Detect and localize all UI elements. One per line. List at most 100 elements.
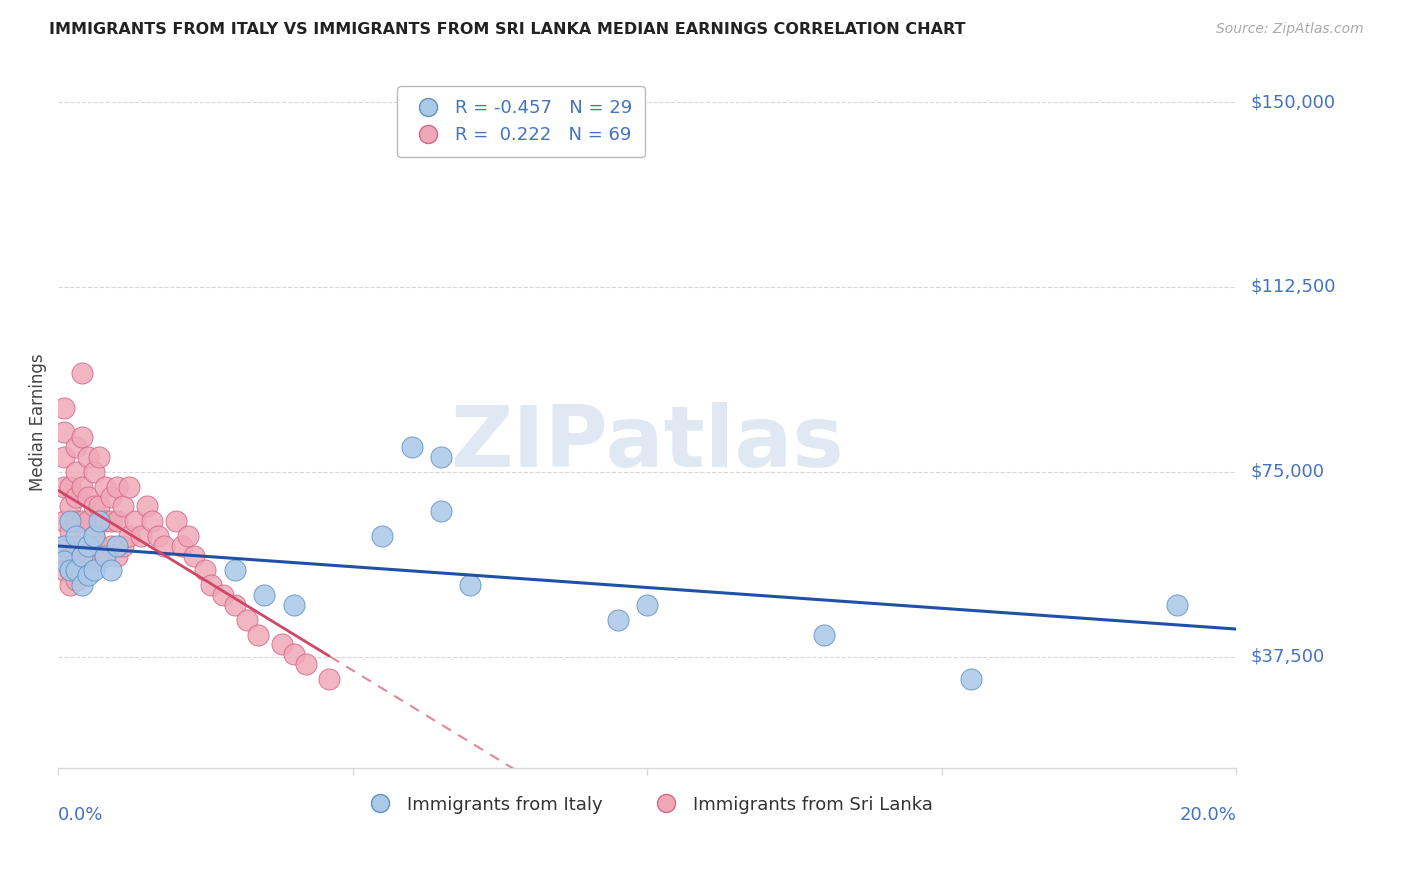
Point bbox=[70, 480, 93, 494]
Text: Source: ZipAtlas.com: Source: ZipAtlas.com bbox=[1216, 22, 1364, 37]
Point bbox=[283, 598, 305, 612]
Point bbox=[65, 574, 87, 588]
Point bbox=[59, 514, 82, 528]
Point bbox=[53, 539, 76, 553]
Point bbox=[59, 524, 82, 538]
Point bbox=[118, 529, 141, 543]
Point bbox=[59, 564, 82, 578]
Point bbox=[105, 549, 128, 563]
Point bbox=[83, 500, 105, 514]
Y-axis label: Median Earnings: Median Earnings bbox=[30, 354, 46, 491]
Point bbox=[111, 500, 134, 514]
Point bbox=[70, 514, 93, 528]
Point bbox=[94, 480, 117, 494]
Text: IMMIGRANTS FROM ITALY VS IMMIGRANTS FROM SRI LANKA MEDIAN EARNINGS CORRELATION C: IMMIGRANTS FROM ITALY VS IMMIGRANTS FROM… bbox=[49, 22, 966, 37]
Point bbox=[53, 401, 76, 415]
Point bbox=[76, 539, 98, 553]
Point bbox=[53, 480, 76, 494]
Point bbox=[65, 539, 87, 553]
Point bbox=[430, 504, 453, 518]
Point bbox=[224, 598, 246, 612]
Point bbox=[89, 450, 111, 464]
Point bbox=[65, 554, 87, 568]
Point bbox=[224, 564, 246, 578]
Text: 20.0%: 20.0% bbox=[1180, 805, 1236, 823]
Point bbox=[401, 440, 423, 454]
Point bbox=[65, 564, 87, 578]
Point bbox=[100, 564, 122, 578]
Point bbox=[59, 578, 82, 592]
Point bbox=[165, 514, 187, 528]
Point bbox=[606, 613, 628, 627]
Point bbox=[105, 480, 128, 494]
Point bbox=[59, 549, 82, 563]
Point bbox=[177, 529, 200, 543]
Text: $75,000: $75,000 bbox=[1250, 463, 1324, 481]
Point bbox=[1166, 598, 1188, 612]
Point bbox=[59, 480, 82, 494]
Point bbox=[83, 554, 105, 568]
Point bbox=[212, 588, 235, 602]
Point bbox=[53, 564, 76, 578]
Point bbox=[70, 578, 93, 592]
Point bbox=[100, 514, 122, 528]
Point bbox=[460, 578, 482, 592]
Point bbox=[89, 539, 111, 553]
Point bbox=[235, 613, 257, 627]
Point bbox=[183, 549, 205, 563]
Point bbox=[94, 549, 117, 563]
Point bbox=[118, 480, 141, 494]
Point bbox=[65, 490, 87, 504]
Point bbox=[89, 500, 111, 514]
Point bbox=[371, 529, 394, 543]
Point bbox=[430, 450, 453, 464]
Point bbox=[148, 529, 170, 543]
Point bbox=[100, 490, 122, 504]
Point bbox=[76, 490, 98, 504]
Point bbox=[960, 672, 983, 686]
Point bbox=[318, 672, 340, 686]
Point bbox=[271, 637, 294, 651]
Point bbox=[65, 529, 87, 543]
Point bbox=[53, 425, 76, 440]
Point bbox=[70, 366, 93, 380]
Point bbox=[283, 648, 305, 662]
Point bbox=[141, 514, 163, 528]
Text: $112,500: $112,500 bbox=[1250, 278, 1336, 296]
Point bbox=[83, 529, 105, 543]
Text: $150,000: $150,000 bbox=[1250, 93, 1336, 112]
Point bbox=[53, 554, 76, 568]
Point bbox=[153, 539, 176, 553]
Point bbox=[76, 450, 98, 464]
Point bbox=[636, 598, 658, 612]
Point bbox=[53, 539, 76, 553]
Point bbox=[111, 539, 134, 553]
Text: 0.0%: 0.0% bbox=[58, 805, 104, 823]
Point bbox=[247, 627, 270, 641]
Text: $37,500: $37,500 bbox=[1250, 648, 1324, 665]
Point bbox=[253, 588, 276, 602]
Point bbox=[170, 539, 193, 553]
Text: ZIPatlas: ZIPatlas bbox=[450, 401, 844, 484]
Point bbox=[89, 514, 111, 528]
Point bbox=[83, 529, 105, 543]
Point bbox=[105, 514, 128, 528]
Point bbox=[94, 549, 117, 563]
Point bbox=[83, 465, 105, 479]
Point bbox=[124, 514, 146, 528]
Point bbox=[53, 514, 76, 528]
Point bbox=[59, 500, 82, 514]
Point bbox=[129, 529, 152, 543]
Point bbox=[70, 549, 93, 563]
Point bbox=[83, 564, 105, 578]
Point bbox=[76, 549, 98, 563]
Point bbox=[135, 500, 157, 514]
Point bbox=[94, 514, 117, 528]
Point bbox=[76, 568, 98, 582]
Point bbox=[65, 514, 87, 528]
Point bbox=[65, 440, 87, 454]
Point bbox=[194, 564, 217, 578]
Point bbox=[70, 549, 93, 563]
Point bbox=[105, 539, 128, 553]
Point bbox=[294, 657, 316, 672]
